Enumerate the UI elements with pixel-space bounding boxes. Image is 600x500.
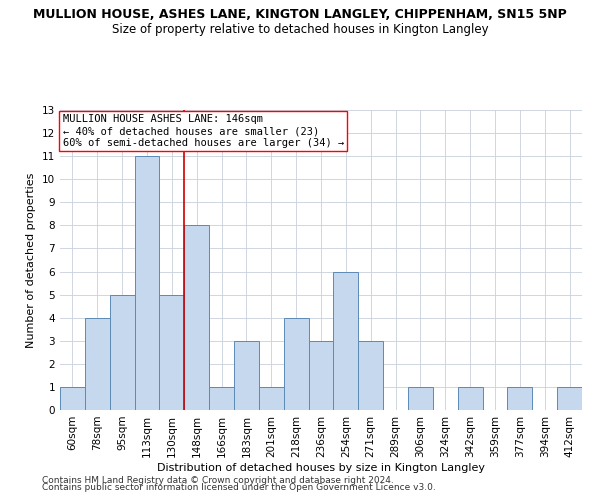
Text: MULLION HOUSE, ASHES LANE, KINGTON LANGLEY, CHIPPENHAM, SN15 5NP: MULLION HOUSE, ASHES LANE, KINGTON LANGL… — [33, 8, 567, 20]
Bar — [60, 387, 85, 410]
Bar — [408, 387, 433, 410]
Bar — [458, 387, 482, 410]
Bar — [160, 294, 184, 410]
Bar — [334, 272, 358, 410]
Text: MULLION HOUSE ASHES LANE: 146sqm
← 40% of detached houses are smaller (23)
60% o: MULLION HOUSE ASHES LANE: 146sqm ← 40% o… — [62, 114, 344, 148]
Bar — [85, 318, 110, 410]
Bar — [308, 341, 334, 410]
Text: Size of property relative to detached houses in Kington Langley: Size of property relative to detached ho… — [112, 22, 488, 36]
Bar — [234, 341, 259, 410]
Bar — [184, 226, 209, 410]
Bar — [358, 341, 383, 410]
Bar — [508, 387, 532, 410]
Y-axis label: Number of detached properties: Number of detached properties — [26, 172, 37, 348]
Bar — [209, 387, 234, 410]
Bar — [557, 387, 582, 410]
Bar — [259, 387, 284, 410]
Bar — [134, 156, 160, 410]
Bar — [284, 318, 308, 410]
Text: Contains HM Land Registry data © Crown copyright and database right 2024.: Contains HM Land Registry data © Crown c… — [42, 476, 394, 485]
Bar — [110, 294, 134, 410]
Text: Contains public sector information licensed under the Open Government Licence v3: Contains public sector information licen… — [42, 484, 436, 492]
X-axis label: Distribution of detached houses by size in Kington Langley: Distribution of detached houses by size … — [157, 462, 485, 472]
